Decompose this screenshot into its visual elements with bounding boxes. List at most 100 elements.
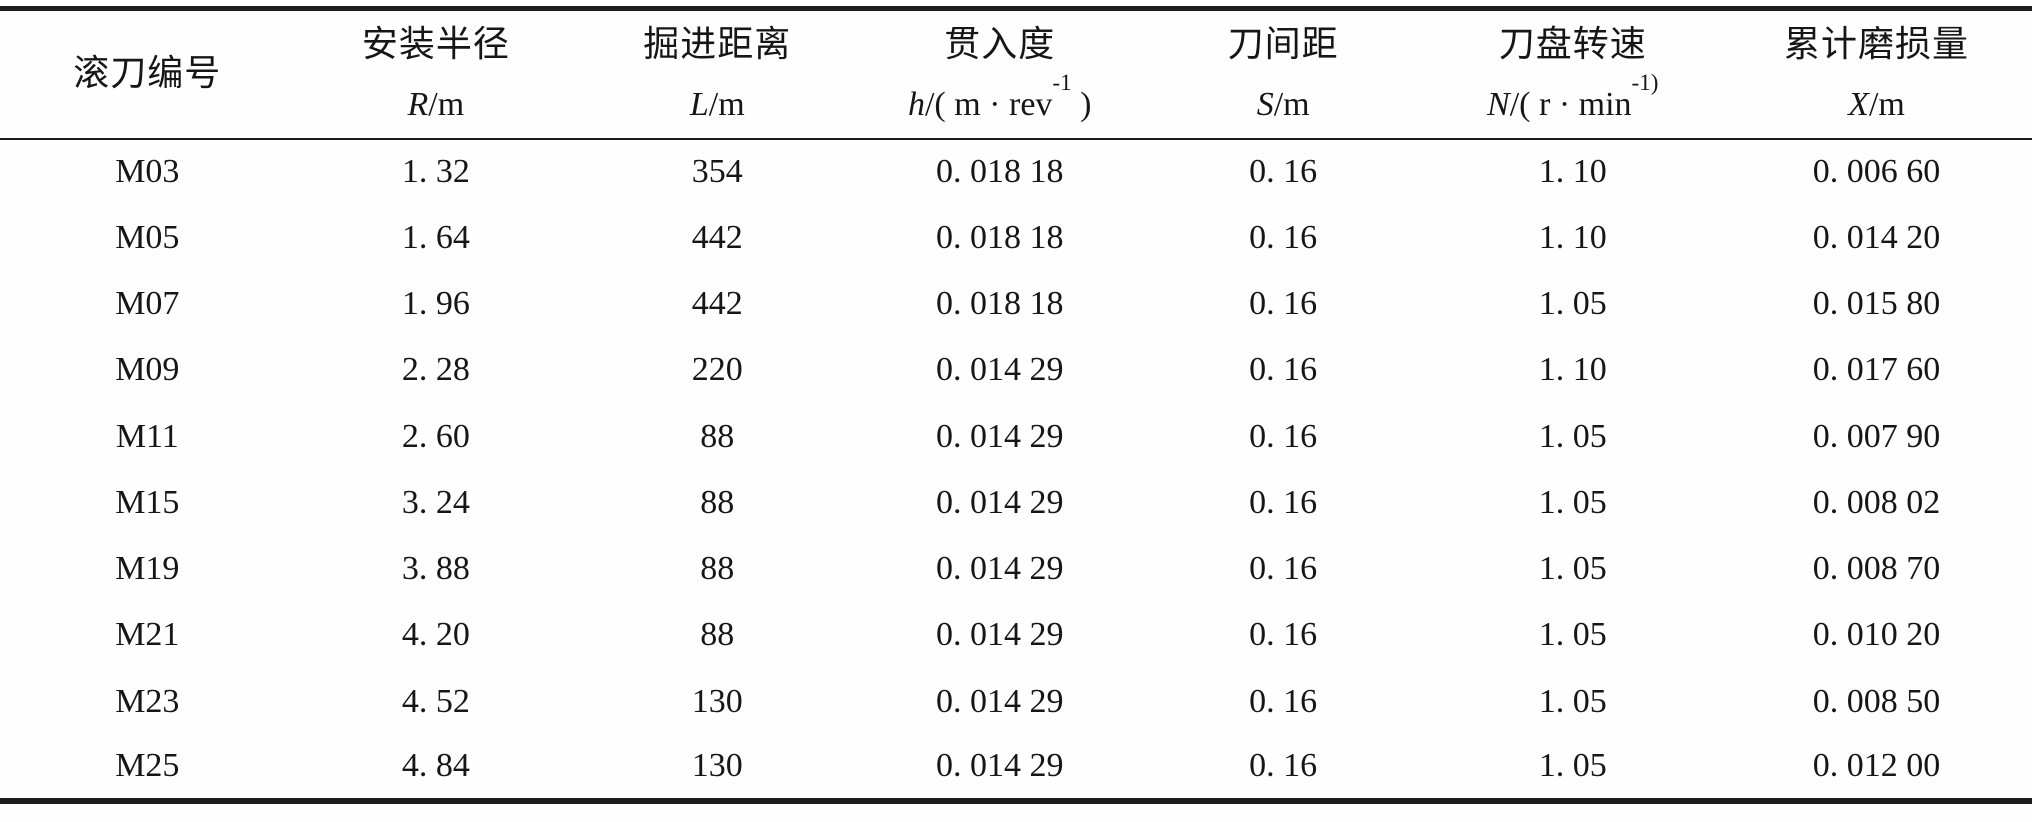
unit-variable: X [1848,86,1869,124]
cell-install-radius: 3. 24 [401,483,470,521]
table-row-M03: M03 1. 32 354 0. 018 18 0. 16 1. 10 0. 006 60 [0,139,2032,205]
cell-cutter-spacing: 0. 16 [1249,285,1318,323]
unit-text: /m [428,86,465,124]
cell-cutterhead-speed: 1. 05 [1538,417,1607,455]
unit-variable: R [407,86,429,124]
column-unit: S/m [1142,88,1424,122]
cell-cutter-spacing: 0. 16 [1249,218,1318,256]
cell-install-radius: 2. 60 [401,417,470,455]
cell-penetration: 0. 018 18 [935,153,1064,191]
cell-tunneling-distance: 88 [700,417,735,455]
cell-cumulative-wear: 0. 006 60 [1812,153,1941,191]
column-header-install-radius: 安装半径 R/m [295,9,577,139]
column-unit: R/m [295,88,577,122]
cell-tunneling-distance: 442 [691,285,743,323]
column-header-cutter-number: 滚刀编号 [0,9,295,139]
cell-cutterhead-speed: 1. 10 [1538,153,1607,191]
table-row-M05: M05 1. 64 442 0. 018 18 0. 16 1. 10 0. 014 20 [0,205,2032,271]
cell-install-radius: 3. 88 [401,550,470,588]
cell-cumulative-wear: 0. 007 90 [1812,417,1941,455]
cell-cutter-spacing: 0. 16 [1249,550,1318,588]
column-title: 贯入度 [944,24,1056,65]
cell-cutterhead-speed: 1. 05 [1538,550,1607,588]
cell-cutterhead-speed: 1. 05 [1538,285,1607,323]
cell-install-radius: 4. 20 [401,616,470,654]
cell-tunneling-distance: 130 [691,682,743,720]
column-unit: h/( m · rev-1 ) [857,71,1141,124]
table-row-M15: M15 3. 24 88 0. 014 29 0. 16 1. 05 0. 008 02 [0,470,2032,536]
column-header-cutterhead-speed: 刀盘转速 N/( r · min-1) [1424,9,1721,139]
cell-penetration: 0. 014 29 [935,616,1064,654]
column-header-cumulative-wear: 累计磨损量 X/m [1721,9,2032,139]
cell-cumulative-wear: 0. 008 02 [1812,483,1941,521]
cell-cumulative-wear: 0. 010 20 [1812,616,1941,654]
unit-superscript: -1 [1052,70,1072,96]
cell-cumulative-wear: 0. 015 80 [1812,285,1941,323]
cell-tunneling-distance: 88 [700,616,735,654]
column-title: 滚刀编号 [73,53,222,94]
cell-install-radius: 1. 96 [401,285,470,323]
cell-cutter-number: M05 [115,218,180,256]
cell-cutterhead-speed: 1. 05 [1538,747,1607,785]
cell-install-radius: 2. 28 [401,351,470,389]
cell-cutter-number: M21 [115,616,180,654]
cell-penetration: 0. 014 29 [935,483,1064,521]
cell-cutter-spacing: 0. 16 [1249,417,1318,455]
column-unit: X/m [1721,88,2032,122]
cell-penetration: 0. 014 29 [935,351,1064,389]
cell-penetration: 0. 018 18 [935,218,1064,256]
cell-cumulative-wear: 0. 014 20 [1812,218,1941,256]
unit-text: /( r · min [1509,86,1632,124]
column-title: 刀间距 [1227,24,1339,65]
cell-penetration: 0. 014 29 [935,682,1064,720]
unit-variable: S [1256,86,1274,124]
cell-cutter-spacing: 0. 16 [1249,616,1318,654]
cell-tunneling-distance: 130 [691,747,743,785]
cell-cutterhead-speed: 1. 10 [1538,218,1607,256]
table-row-M07: M07 1. 96 442 0. 018 18 0. 16 1. 05 0. 015 80 [0,271,2032,337]
table-header: 滚刀编号 安装半径 R/m 掘进距离 L/m 贯入度 h/( m · rev-1 ) 刀间距 S… [0,9,2032,139]
cell-cutterhead-speed: 1. 05 [1538,616,1607,654]
unit-text: /m [1273,86,1310,124]
unit-text: /( m · rev [924,86,1053,124]
cell-tunneling-distance: 442 [691,218,743,256]
paper-page: 滚刀编号 安装半径 R/m 掘进距离 L/m 贯入度 h/( m · rev-1 ) 刀间距 S… [0,6,2032,822]
table-row-M21: M21 4. 20 88 0. 014 29 0. 16 1. 05 0. 010 20 [0,602,2032,668]
unit-variable: L [689,86,709,124]
unit-text: /m [1868,86,1905,124]
cell-cutter-spacing: 0. 16 [1249,747,1318,785]
column-header-cutter-spacing: 刀间距 S/m [1142,9,1424,139]
cell-cutter-number: M19 [115,550,180,588]
cell-cumulative-wear: 0. 008 70 [1812,550,1941,588]
cell-cutter-number: M03 [115,153,180,191]
table-row-M09: M09 2. 28 220 0. 014 29 0. 16 1. 10 0. 017 60 [0,337,2032,403]
table-row-M11: M11 2. 60 88 0. 014 29 0. 16 1. 05 0. 007 90 [0,404,2032,470]
column-title: 安装半径 [361,24,510,65]
cell-tunneling-distance: 88 [700,550,735,588]
column-title: 累计磨损量 [1784,24,1970,65]
cell-install-radius: 1. 32 [401,153,470,191]
unit-variable: N [1487,86,1510,124]
cell-cutter-number: M23 [115,682,180,720]
cell-penetration: 0. 018 18 [935,285,1064,323]
column-unit: L/m [577,88,857,122]
cell-install-radius: 4. 84 [401,747,470,785]
cell-cutter-spacing: 0. 16 [1249,153,1318,191]
cell-penetration: 0. 014 29 [935,747,1064,785]
cell-cutter-number: M25 [115,747,180,785]
cell-cumulative-wear: 0. 017 60 [1812,351,1941,389]
table-row-M19: M19 3. 88 88 0. 014 29 0. 16 1. 05 0. 008 70 [0,536,2032,602]
cell-cutter-number: M11 [115,417,179,455]
column-title: 掘进距离 [643,24,792,65]
cell-cutter-spacing: 0. 16 [1249,351,1318,389]
cell-cutter-number: M09 [115,351,180,389]
cell-tunneling-distance: 354 [691,153,743,191]
cell-cutterhead-speed: 1. 05 [1538,483,1607,521]
table-row-M23: M23 4. 52 130 0. 014 29 0. 16 1. 05 0. 008 50 [0,669,2032,735]
cutter-parameters-table: 滚刀编号 安装半径 R/m 掘进距离 L/m 贯入度 h/( m · rev-1 ) 刀间距 S… [0,6,2032,804]
cell-cutterhead-speed: 1. 05 [1538,682,1607,720]
table-body: M03 1. 32 354 0. 018 18 0. 16 1. 10 0. 006 60 M… [0,139,2032,802]
unit-variable: h [907,86,925,124]
cell-tunneling-distance: 220 [691,351,743,389]
cell-cutterhead-speed: 1. 10 [1538,351,1607,389]
